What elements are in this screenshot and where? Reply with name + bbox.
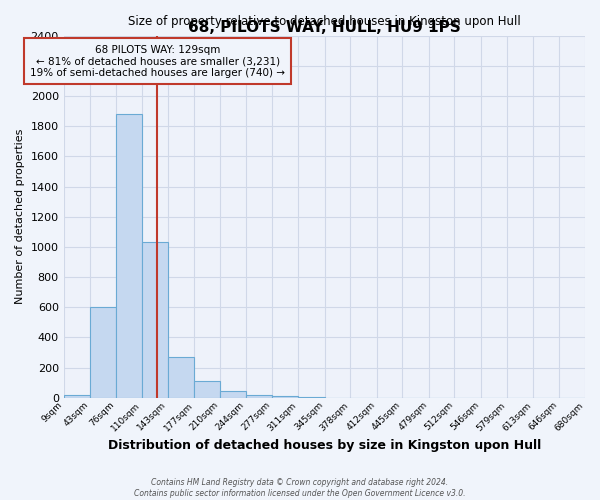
Bar <box>194 381 220 398</box>
Text: Contains HM Land Registry data © Crown copyright and database right 2024.
Contai: Contains HM Land Registry data © Crown c… <box>134 478 466 498</box>
Text: Size of property relative to detached houses in Kingston upon Hull: Size of property relative to detached ho… <box>128 16 521 28</box>
Bar <box>90 307 116 398</box>
Bar <box>142 242 168 398</box>
Bar <box>246 394 272 398</box>
X-axis label: Distribution of detached houses by size in Kingston upon Hull: Distribution of detached houses by size … <box>108 440 541 452</box>
Text: 68 PILOTS WAY: 129sqm
← 81% of detached houses are smaller (3,231)
19% of semi-d: 68 PILOTS WAY: 129sqm ← 81% of detached … <box>30 44 285 78</box>
Bar <box>116 114 142 398</box>
Y-axis label: Number of detached properties: Number of detached properties <box>15 129 25 304</box>
Bar <box>220 391 246 398</box>
Bar <box>272 396 298 398</box>
Bar <box>64 394 90 398</box>
Title: 68, PILOTS WAY, HULL, HU9 1PS: 68, PILOTS WAY, HULL, HU9 1PS <box>188 20 461 34</box>
Bar <box>168 357 194 398</box>
